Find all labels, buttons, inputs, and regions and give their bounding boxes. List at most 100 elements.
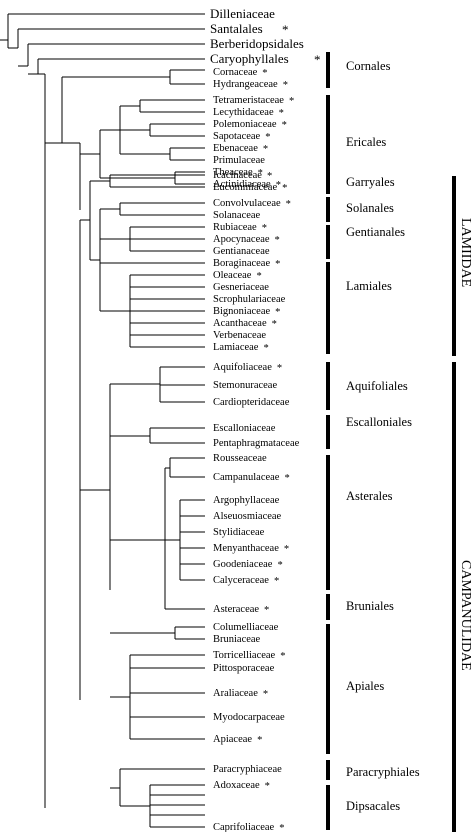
taxon-label: Verbenaceae: [213, 330, 266, 341]
taxon-label: Polemoniaceae: [213, 119, 277, 130]
order-bracket: [326, 225, 330, 259]
order-label: Cornales: [346, 59, 391, 73]
star-marker: *: [257, 271, 262, 282]
star-marker: *: [274, 576, 279, 587]
taxon-label: Araliaceae: [213, 688, 258, 699]
taxon-label: Torricelliaceae: [213, 650, 276, 661]
taxon-label: Solanaceae: [213, 210, 261, 221]
star-marker: *: [275, 235, 280, 246]
star-marker: *: [275, 307, 280, 318]
order-bracket: [326, 170, 330, 194]
star-marker: *: [265, 132, 270, 143]
taxon-label: Apocynaceae: [213, 234, 270, 245]
taxon-label: Scrophulariaceae: [213, 294, 286, 305]
taxon-label: Gesneriaceae: [213, 282, 269, 293]
order-label: Garryales: [346, 175, 395, 189]
taxon-label: Menyanthaceae: [213, 543, 279, 554]
order-bracket: [326, 455, 330, 590]
outgroup-label: Berberidopsidales: [210, 36, 304, 51]
star-marker: *: [262, 68, 267, 79]
order-label: Bruniales: [346, 599, 394, 613]
taxon-label: Apiaceae: [213, 734, 252, 745]
order-bracket: [326, 197, 330, 222]
taxon-label: Alseuosmiaceae: [213, 511, 282, 522]
taxon-label: Stylidiaceae: [213, 527, 265, 538]
taxon-label: Adoxaceae: [213, 780, 260, 791]
star-marker: *: [272, 319, 277, 330]
order-bracket: [326, 95, 330, 191]
taxon-label: Calyceraceae: [213, 575, 269, 586]
taxon-label: Pittosporaceae: [213, 663, 275, 674]
star-marker: *: [284, 544, 289, 555]
clade-label: CAMPANULIDAE: [458, 560, 473, 671]
star-marker: *: [282, 120, 287, 131]
order-label: Aquifoliales: [346, 379, 408, 393]
star-marker: *: [285, 473, 290, 484]
order-bracket: [326, 362, 330, 410]
taxon-label: Ebenaceae: [213, 143, 258, 154]
star-marker: *: [262, 223, 267, 234]
taxon-label: Eucommiaceae: [213, 182, 277, 193]
clade-bracket: [452, 362, 456, 832]
taxon-label: Rousseaceae: [213, 453, 267, 464]
taxon-label: Hydrangeaceae: [213, 79, 278, 90]
taxon-label: Escalloniaceae: [213, 423, 276, 434]
order-label: Lamiales: [346, 279, 392, 293]
taxon-label: Lecythidaceae: [213, 107, 274, 118]
order-bracket: [326, 52, 330, 88]
star-marker: *: [283, 80, 288, 91]
order-label: Dipsacales: [346, 799, 400, 813]
star-marker: *: [286, 199, 291, 210]
star-marker: *: [267, 171, 272, 182]
outgroup-label: Santalales: [210, 21, 263, 36]
order-bracket: [326, 624, 330, 754]
taxon-label: Tetrameristaceae: [213, 95, 284, 106]
clade-bracket: [452, 176, 456, 356]
star-marker: *: [263, 689, 268, 700]
order-label: Escalloniales: [346, 415, 412, 429]
taxon-label: Rubiaceae: [213, 222, 257, 233]
taxon-label: Asteraceae: [213, 604, 259, 615]
star-marker: *: [280, 651, 285, 662]
taxon-label: Paracryphiaceae: [213, 764, 282, 775]
order-bracket: [326, 785, 330, 830]
taxon-label: Aquifoliaceae: [213, 362, 272, 373]
taxon-label: Stemonuraceae: [213, 380, 277, 391]
order-label: Gentianales: [346, 225, 405, 239]
taxon-label: Acanthaceae: [213, 318, 267, 329]
clade-label: LAMIIDAE: [458, 218, 473, 287]
tree-branches: [0, 13, 205, 828]
star-marker: *: [278, 560, 283, 571]
taxon-label: Lamiaceae: [213, 342, 259, 353]
taxon-label: Myodocarpaceae: [213, 712, 285, 723]
star-marker: *: [277, 363, 282, 374]
taxon-label: Goodeniaceae: [213, 559, 273, 570]
taxon-label: Theaceae: [213, 167, 253, 178]
taxon-label: Bruniaceae: [213, 634, 261, 645]
star-marker: *: [258, 168, 263, 179]
star-marker: *: [279, 108, 284, 119]
taxon-label: Convolvulaceae: [213, 198, 281, 209]
star-marker: *: [276, 180, 281, 191]
outgroup-label: Dilleniaceae: [210, 6, 275, 21]
order-bracket: [326, 594, 330, 620]
taxon-label: Cardiopteridaceae: [213, 397, 290, 408]
taxon-label: Argophyllaceae: [213, 495, 280, 506]
order-label: Solanales: [346, 201, 394, 215]
taxon-label: Cornaceae: [213, 67, 258, 78]
order-label: Ericales: [346, 135, 386, 149]
star-marker: *: [289, 96, 294, 107]
taxon-label: Columelliaceae: [213, 622, 279, 633]
taxon-label: Actinidiaceae: [213, 179, 271, 190]
order-bracket: [326, 760, 330, 780]
star-marker: *: [275, 259, 280, 270]
order-label: Paracryphiales: [346, 765, 420, 779]
taxon-stars: ******************************: [257, 68, 295, 832]
star-marker: *: [257, 735, 262, 746]
taxon-label: Pentaphragmataceae: [213, 438, 300, 449]
star-marker: *: [282, 22, 289, 37]
taxon-label: Gentianaceae: [213, 246, 270, 257]
star-marker: *: [265, 781, 270, 792]
taxon-label: Bignoniaceae: [213, 306, 270, 317]
